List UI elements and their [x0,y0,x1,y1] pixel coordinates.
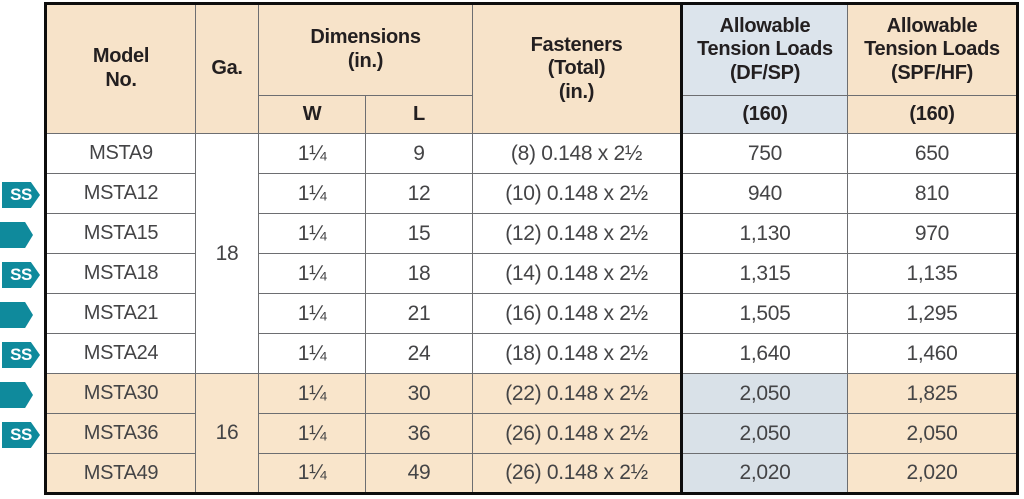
w-cell: 1¼ [258,293,366,334]
model-cell: MSTA12 [45,173,196,214]
model-cell: MSTA18 [45,253,196,294]
table-row: MSTA30 16 1¼ 30 (22) 0.148 x 2½ 2,050 1,… [45,373,1018,494]
model-cell: MSTA30 [45,373,196,414]
spfhf-load-cell: 810 [847,173,1018,214]
l-cell: 36 [365,413,473,454]
w-cell: 1¼ [258,333,366,374]
l-cell: 49 [365,453,473,494]
spfhf-load-cell: 970 [847,213,1018,254]
dfsp-load-cell: 1,130 [680,213,848,254]
spfhf-load-cell: 2,020 [847,453,1018,494]
dfsp-load-cell: 1,505 [680,293,848,334]
spfhf-load-cell: 1,825 [847,373,1018,414]
table-row: MSTA24 1¼ 24 (18) 0.148 x 2½ 1,640 1,460 [45,333,1018,374]
allowable-loads-table: Model No. Ga. Dimensions (in.) Fasteners… [44,2,1019,495]
w-cell: 1¼ [258,213,366,254]
table-row: MSTA21 1¼ 21 (16) 0.148 x 2½ 1,505 1,295 [45,293,1018,334]
col-header-ga: Ga. [195,3,259,134]
spfhf-load-cell: 2,050 [847,413,1018,454]
arrow-badge-icon [0,302,33,328]
col-header-loads-spfhf: Allowable Tension Loads (SPF/HF) [847,3,1018,96]
col-header-spfhf-160: (160) [847,95,1018,134]
col-header-dfsp-160: (160) [680,95,848,134]
table-row: MSTA9 18 1¼ 9 (8) 0.148 x 2½ 750 650 [45,133,1018,374]
col-header-fasteners: Fasteners (Total) (in.) [472,3,682,134]
fasteners-cell: (22) 0.148 x 2½ [472,373,682,414]
fasteners-cell: (8) 0.148 x 2½ [472,133,682,174]
arrow-badge-icon [0,222,33,248]
dfsp-load-cell: 940 [680,173,848,214]
spfhf-load-cell: 650 [847,133,1018,174]
w-cell: 1¼ [258,373,366,414]
dfsp-load-cell: 2,050 [680,413,848,454]
dfsp-load-cell: 1,315 [680,253,848,294]
table-row: MSTA36 1¼ 36 (26) 0.148 x 2½ 2,050 2,050 [45,413,1018,454]
dfsp-load-cell: 1,640 [680,333,848,374]
w-cell: 1¼ [258,453,366,494]
col-header-dimensions: Dimensions (in.) [258,3,473,96]
table-row: MSTA49 1¼ 49 (26) 0.148 x 2½ 2,020 2,020 [45,453,1018,494]
model-cell: MSTA9 [45,133,196,174]
fasteners-cell: (16) 0.148 x 2½ [472,293,682,334]
model-cell: MSTA21 [45,293,196,334]
stainless-steel-badge-icon: SS [2,422,40,448]
table-row: MSTA12 1¼ 12 (10) 0.148 x 2½ 940 810 [45,173,1018,214]
fasteners-cell: (12) 0.148 x 2½ [472,213,682,254]
w-cell: 1¼ [258,173,366,214]
fasteners-cell: (14) 0.148 x 2½ [472,253,682,294]
spfhf-load-cell: 1,135 [847,253,1018,294]
arrow-badge-icon [0,382,33,408]
col-header-l: L [365,95,473,134]
model-cell: MSTA49 [45,453,196,494]
l-cell: 18 [365,253,473,294]
stainless-steel-badge-icon: SS [2,262,40,288]
fasteners-cell: (26) 0.148 x 2½ [472,453,682,494]
fasteners-cell: (18) 0.148 x 2½ [472,333,682,374]
col-header-w: W [258,95,366,134]
ga-group-cell: 16 [195,373,259,494]
l-cell: 30 [365,373,473,414]
w-cell: 1¼ [258,133,366,174]
model-cell: MSTA36 [45,413,196,454]
ga-group-cell: 18 [195,133,259,374]
model-cell: MSTA24 [45,333,196,374]
spfhf-load-cell: 1,460 [847,333,1018,374]
stainless-steel-badge-icon: SS [2,342,40,368]
dfsp-load-cell: 750 [680,133,848,174]
dfsp-load-cell: 2,020 [680,453,848,494]
table-row: MSTA15 1¼ 15 (12) 0.148 x 2½ 1,130 970 [45,213,1018,254]
fasteners-cell: (10) 0.148 x 2½ [472,173,682,214]
dfsp-load-cell: 2,050 [680,373,848,414]
l-cell: 21 [365,293,473,334]
table-row: MSTA18 1¼ 18 (14) 0.148 x 2½ 1,315 1,135 [45,253,1018,294]
l-cell: 15 [365,213,473,254]
l-cell: 24 [365,333,473,374]
col-header-loads-dfsp: Allowable Tension Loads (DF/SP) [680,3,848,96]
model-cell: MSTA15 [45,213,196,254]
stainless-steel-badge-icon: SS [2,182,40,208]
l-cell: 12 [365,173,473,214]
l-cell: 9 [365,133,473,174]
w-cell: 1¼ [258,253,366,294]
spfhf-load-cell: 1,295 [847,293,1018,334]
col-header-model-no: Model No. [45,3,196,134]
w-cell: 1¼ [258,413,366,454]
fasteners-cell: (26) 0.148 x 2½ [472,413,682,454]
